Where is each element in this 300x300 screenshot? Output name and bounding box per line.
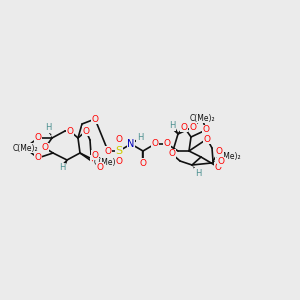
- Text: S: S: [116, 146, 123, 156]
- Text: O: O: [215, 148, 223, 157]
- Text: O: O: [214, 163, 221, 172]
- Text: O: O: [91, 155, 98, 164]
- Text: N: N: [127, 139, 135, 149]
- Polygon shape: [171, 125, 178, 134]
- Text: O: O: [41, 143, 49, 152]
- Text: O: O: [82, 127, 89, 136]
- Text: O: O: [104, 146, 112, 155]
- Text: C(Me)₂: C(Me)₂: [12, 143, 38, 152]
- Text: O: O: [169, 149, 176, 158]
- Text: O: O: [203, 134, 211, 143]
- Text: O: O: [218, 158, 224, 166]
- Text: C(Me)₂: C(Me)₂: [93, 158, 119, 167]
- Text: O: O: [34, 134, 41, 142]
- Text: O: O: [97, 163, 104, 172]
- Text: O: O: [140, 158, 146, 167]
- Text: C(Me)₂: C(Me)₂: [189, 113, 215, 122]
- Text: H: H: [169, 122, 175, 130]
- Text: C(Me)₂: C(Me)₂: [215, 152, 241, 161]
- Text: O: O: [152, 140, 158, 148]
- Text: O: O: [202, 125, 209, 134]
- Text: H: H: [45, 124, 51, 133]
- Text: O: O: [164, 140, 170, 148]
- Text: O: O: [190, 122, 196, 131]
- Text: O: O: [34, 154, 41, 163]
- Polygon shape: [61, 160, 67, 169]
- Text: O: O: [181, 122, 188, 131]
- Text: O: O: [116, 158, 122, 166]
- Text: O: O: [92, 151, 98, 160]
- Text: H: H: [59, 164, 65, 172]
- Text: O: O: [116, 136, 122, 145]
- Text: O: O: [92, 115, 98, 124]
- Text: H: H: [137, 134, 143, 142]
- Text: O: O: [67, 127, 73, 136]
- Text: H: H: [195, 169, 201, 178]
